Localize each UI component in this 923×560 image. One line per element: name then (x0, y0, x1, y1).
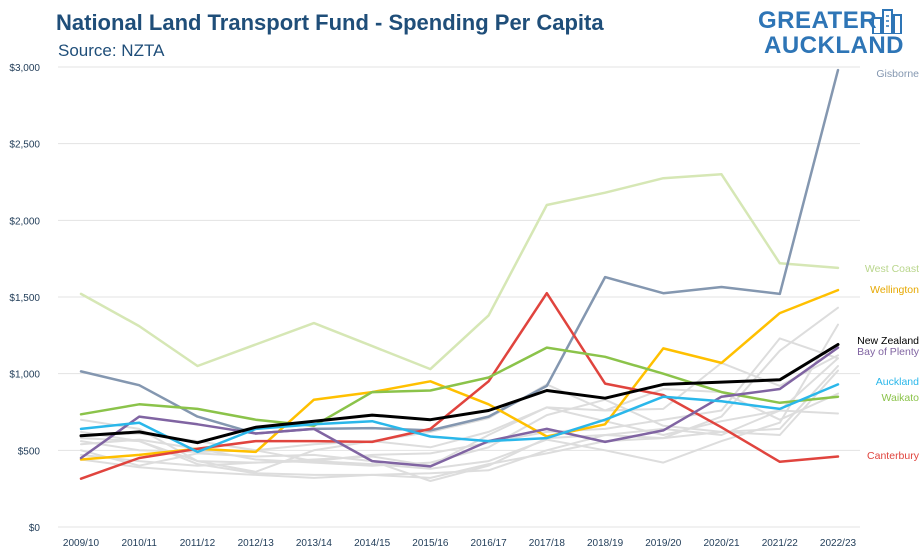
background-series-line (80, 354, 839, 467)
x-tick-label: 2017/18 (529, 538, 566, 549)
x-tick-label: 2018/19 (587, 538, 624, 549)
series-label-west-coast: West Coast (865, 263, 919, 275)
x-tick-label: 2016/17 (471, 538, 508, 549)
y-tick-label: $500 (18, 446, 41, 457)
background-series-line (80, 383, 839, 473)
series-line-new-zealand (79, 343, 840, 445)
background-series-line (80, 409, 839, 479)
x-axis: 2009/10 2010/11 2011/12 2012/13 2013/14 2014/… (63, 538, 857, 549)
x-tick-label: 2010/11 (122, 538, 158, 549)
y-tick-label: $1,500 (9, 293, 40, 304)
city-skyline-icon (872, 9, 902, 34)
x-tick-label: 2011/12 (180, 538, 216, 549)
series-label-waikato: Waikato (881, 392, 919, 404)
x-tick-label: 2022/23 (820, 538, 857, 549)
series-end-labels: Gisborne West Coast Wellington Bay of Plent… (857, 68, 920, 462)
y-tick-label: $2,500 (9, 140, 40, 151)
series-label-new-zealand: New Zealand (857, 335, 919, 347)
background-series-line (80, 323, 839, 470)
series-label-auckland: Auckland (876, 376, 919, 388)
x-tick-label: 2013/14 (296, 538, 333, 549)
chart-subtitle: Source: NZTA (58, 41, 165, 60)
series-label-wellington: Wellington (870, 284, 919, 296)
series-label-canterbury: Canterbury (867, 450, 920, 462)
series-label-bay-of-plenty: Bay of Plenty (857, 346, 920, 358)
y-tick-label: $3,000 (9, 63, 40, 74)
y-tick-label: $2,000 (9, 216, 40, 227)
x-tick-label: 2015/16 (412, 538, 449, 549)
x-tick-label: 2014/15 (354, 538, 391, 549)
series-line-gisborne (79, 68, 840, 435)
y-axis: $0 $500 $1,000 $1,500 $2,000 $2,500 $3,000 (9, 63, 40, 534)
series-line-west-coast (79, 173, 840, 371)
series-line-bay-of-plenty (79, 346, 840, 468)
series-line-waikato (79, 346, 840, 428)
y-tick-label: $0 (29, 523, 41, 534)
greater-auckland-logo: GREATER AUCKLAND (757, 6, 917, 62)
logo-text-line1: GREATER (758, 7, 878, 34)
chart-title: National Land Transport Fund - Spending … (56, 10, 604, 35)
x-tick-label: 2019/20 (645, 538, 682, 549)
logo-text-line2: AUCKLAND (764, 32, 904, 59)
background-series-line (80, 306, 839, 482)
series-line-auckland (79, 383, 840, 454)
series-label-gisborne: Gisborne (876, 68, 919, 80)
y-tick-label: $1,000 (9, 370, 40, 381)
x-tick-label: 2012/13 (238, 538, 275, 549)
background-series-line (80, 337, 839, 463)
x-tick-label: 2021/22 (762, 538, 799, 549)
x-tick-label: 2009/10 (63, 538, 100, 549)
series-group (79, 68, 840, 480)
x-tick-label: 2020/21 (703, 538, 740, 549)
